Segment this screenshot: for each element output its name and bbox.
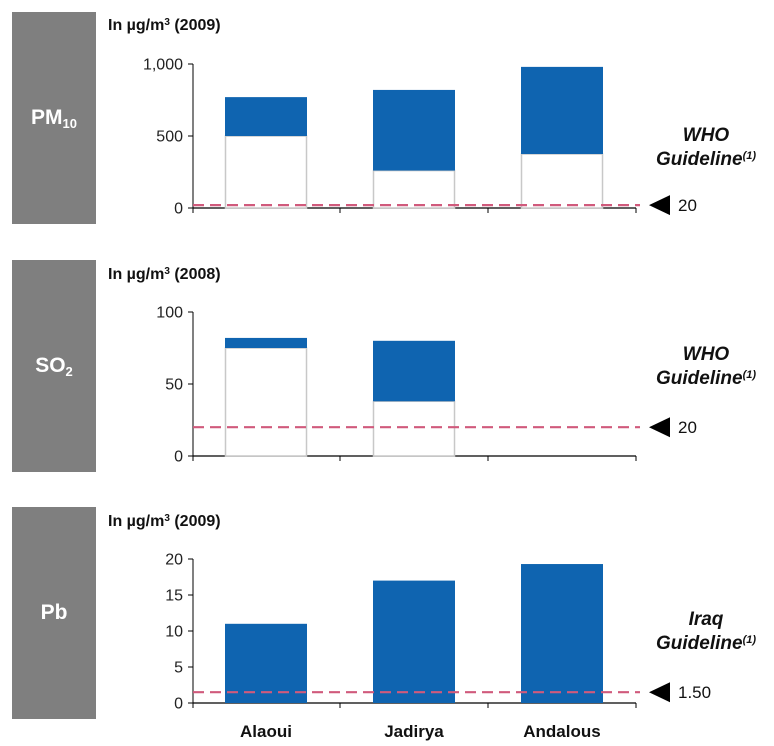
pb-category-label: Jadirya — [384, 722, 444, 741]
so2-y-tick-label: 50 — [165, 377, 183, 394]
pb-guideline-title: Iraq Guideline(1) — [655, 609, 757, 654]
pb-label-box: Pb — [12, 507, 96, 719]
pb-guideline-arrow — [649, 682, 670, 703]
pm10-bar-base — [372, 169, 456, 209]
pb-bar — [373, 580, 455, 703]
pm10-unit-label: In µg/m3 (2009) — [108, 17, 221, 34]
pb-unit-label: In µg/m3 (2009) — [108, 513, 221, 530]
pb-y-tick-label: 10 — [165, 624, 183, 641]
pm10-y-tick-label: 0 — [174, 201, 183, 218]
pm10-y-tick-label: 1,000 — [143, 57, 183, 74]
pb-category-label: Andalous — [523, 722, 600, 741]
pm10-bar — [373, 89, 455, 171]
pb-pollutant-name: Pb — [40, 601, 68, 624]
so2-y-tick-label: 100 — [156, 305, 183, 322]
so2-bar-base — [372, 400, 456, 457]
pm10-guideline-arrow — [649, 195, 670, 216]
pm10-guideline-value: 20 — [678, 196, 697, 215]
pb-bar — [521, 564, 603, 703]
pm10-label-box: PM10 — [12, 12, 96, 224]
so2-y-tick-label: 0 — [174, 449, 183, 466]
pb-y-tick-label: 20 — [165, 552, 183, 569]
pb-y-tick-label: 0 — [174, 696, 183, 713]
so2-guideline-arrow — [649, 417, 670, 438]
so2-unit-label: In µg/m3 (2008) — [108, 266, 221, 283]
pb-category-label: Alaoui — [240, 722, 292, 741]
so2-label-box: SO2 — [12, 260, 96, 472]
so2-guideline-title: WHO Guideline(1) — [655, 344, 757, 389]
so2-bar-base — [224, 347, 308, 457]
pb-y-tick-label: 15 — [165, 588, 183, 605]
pm10-bar-base — [520, 153, 604, 209]
pm10-bar — [521, 66, 603, 154]
pb-guideline-value: 1.50 — [678, 683, 711, 702]
so2-pollutant-name: SO2 — [35, 354, 73, 379]
so2-bar — [373, 340, 455, 402]
pb-y-tick-label: 5 — [174, 660, 183, 677]
pm10-y-tick-label: 500 — [156, 129, 183, 146]
pm10-guideline-title: WHO Guideline(1) — [655, 125, 757, 170]
so2-guideline-value: 20 — [678, 418, 697, 437]
pm10-bar-base — [224, 135, 308, 209]
pm10-pollutant-name: PM10 — [31, 106, 77, 131]
pb-bar — [225, 623, 307, 703]
pm10-bar — [225, 97, 307, 136]
so2-bar — [225, 337, 307, 348]
